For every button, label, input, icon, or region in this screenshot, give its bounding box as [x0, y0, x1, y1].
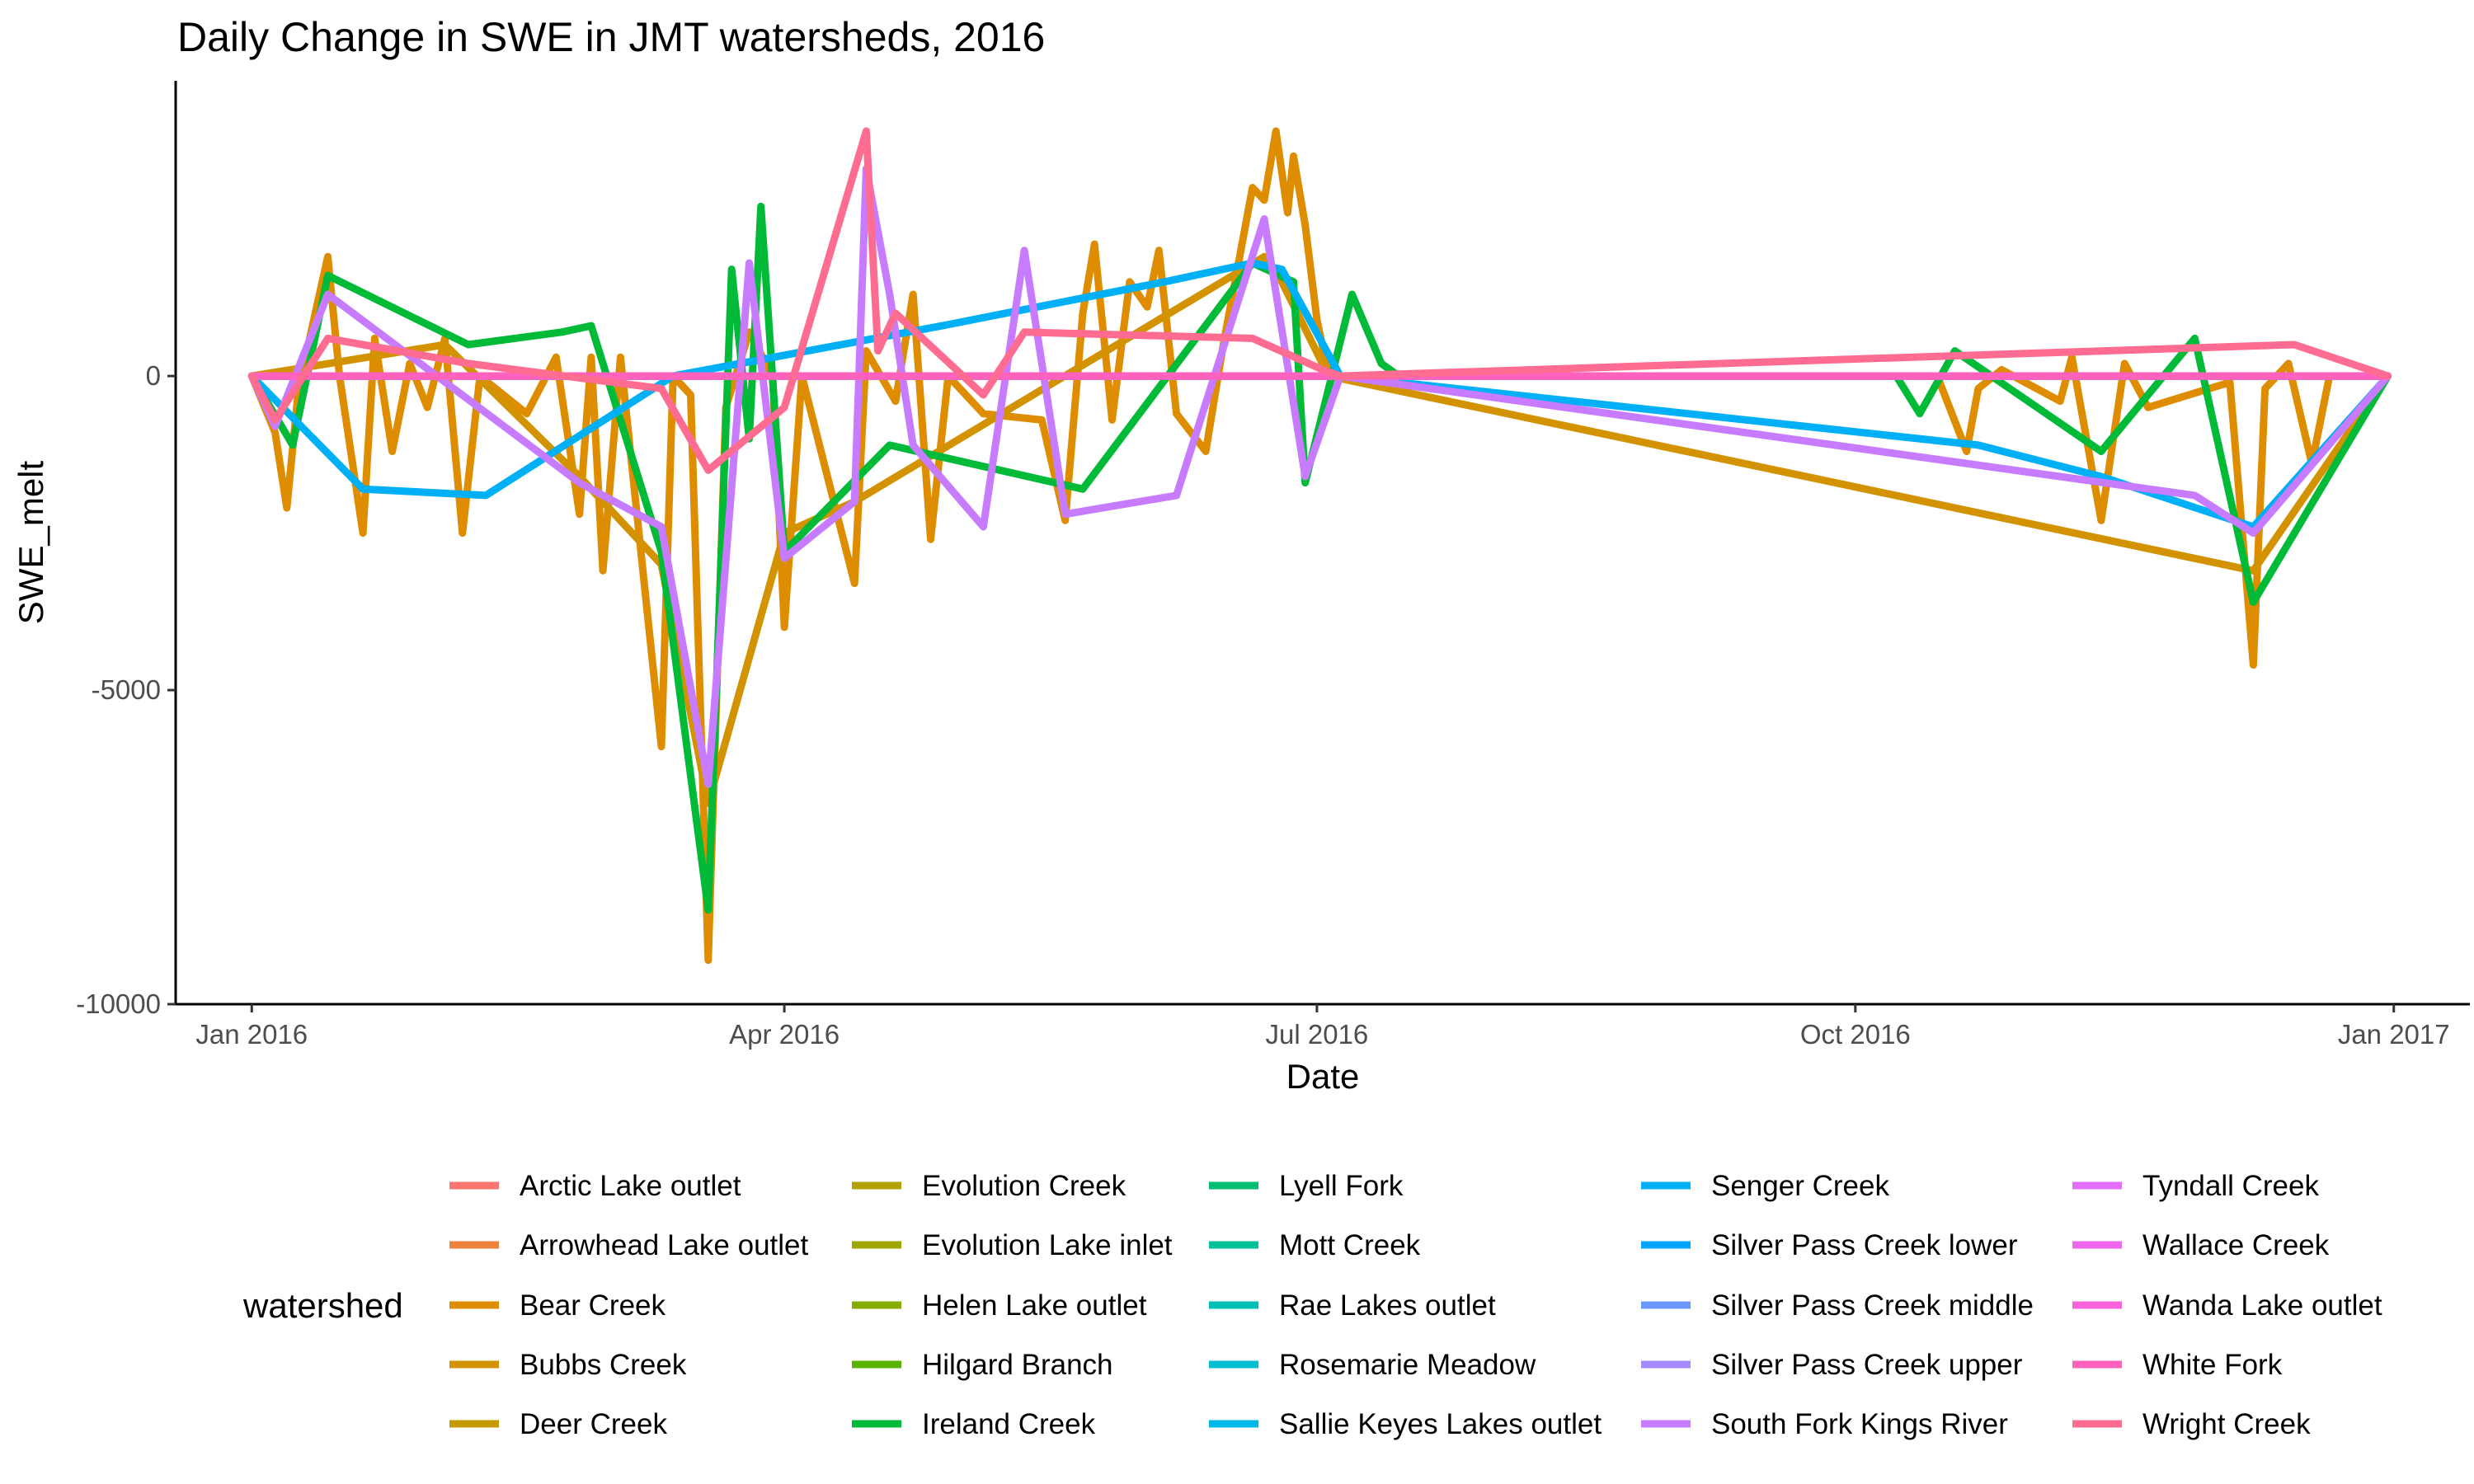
- legend-label: Wallace Creek: [2142, 1229, 2330, 1261]
- x-tick-label: Oct 2016: [1800, 1019, 1911, 1050]
- y-axis-title: SWE_melt: [12, 460, 50, 624]
- legend-label: Silver Pass Creek middle: [1711, 1289, 2034, 1322]
- legend-label: Arctic Lake outlet: [520, 1170, 741, 1202]
- legend-label: Rae Lakes outlet: [1279, 1289, 1496, 1322]
- legend-label: Bubbs Creek: [520, 1349, 687, 1381]
- legend-label: Deer Creek: [520, 1408, 667, 1440]
- legend-label: Evolution Lake inlet: [922, 1229, 1173, 1261]
- series-line-20: [247, 165, 2392, 788]
- chart-title: Daily Change in SWE in JMT watersheds, 2…: [177, 14, 1045, 60]
- legend-label: Sallie Keyes Lakes outlet: [1279, 1408, 1602, 1440]
- legend: Arctic Lake outlet Arrowhead Lake outlet B…: [449, 1170, 2382, 1440]
- legend-label: South Fork Kings River: [1711, 1408, 2008, 1440]
- y-tick-label: -10000: [76, 989, 161, 1019]
- legend-label: Lyell Fork: [1279, 1170, 1404, 1202]
- legend-label: Hilgard Branch: [922, 1349, 1113, 1381]
- legend-label: Wright Creek: [2142, 1408, 2311, 1440]
- y-tick-label: 0: [146, 360, 161, 391]
- x-axis-ticks: Jan 2016 Apr 2016 Jul 2016 Oct 2016 Jan 2017: [195, 1004, 2450, 1050]
- legend-label: Rosemarie Meadow: [1279, 1349, 1536, 1381]
- x-tick-label: Jul 2016: [1266, 1019, 1369, 1050]
- x-tick-label: Jan 2016: [195, 1019, 308, 1050]
- legend-label: Silver Pass Creek upper: [1711, 1349, 2023, 1381]
- series-line-25: [247, 127, 2392, 474]
- legend-label: Senger Creek: [1711, 1170, 1889, 1202]
- legend-label: Arrowhead Lake outlet: [520, 1229, 808, 1261]
- legend-label: Silver Pass Creek lower: [1711, 1229, 2018, 1261]
- y-tick-label: -5000: [92, 674, 161, 705]
- x-tick-label: Apr 2016: [729, 1019, 840, 1050]
- legend-label: Mott Creek: [1279, 1229, 1421, 1261]
- legend-title: watershed: [242, 1286, 403, 1325]
- plot-area: [247, 127, 2392, 965]
- legend-label: Evolution Creek: [922, 1170, 1126, 1202]
- legend-label: Bear Creek: [520, 1289, 666, 1322]
- legend-label: Ireland Creek: [922, 1408, 1096, 1440]
- series-line-10: [247, 202, 2392, 914]
- y-axis-ticks: 0 -5000 -10000: [76, 360, 176, 1019]
- x-tick-label: Jan 2017: [2338, 1019, 2450, 1050]
- legend-label: Tyndall Creek: [2142, 1170, 2319, 1202]
- x-axis-title: Date: [1286, 1057, 1360, 1096]
- legend-label: Wanda Lake outlet: [2142, 1289, 2382, 1322]
- legend-label: White Fork: [2142, 1349, 2283, 1381]
- legend-label: Helen Lake outlet: [922, 1289, 1147, 1322]
